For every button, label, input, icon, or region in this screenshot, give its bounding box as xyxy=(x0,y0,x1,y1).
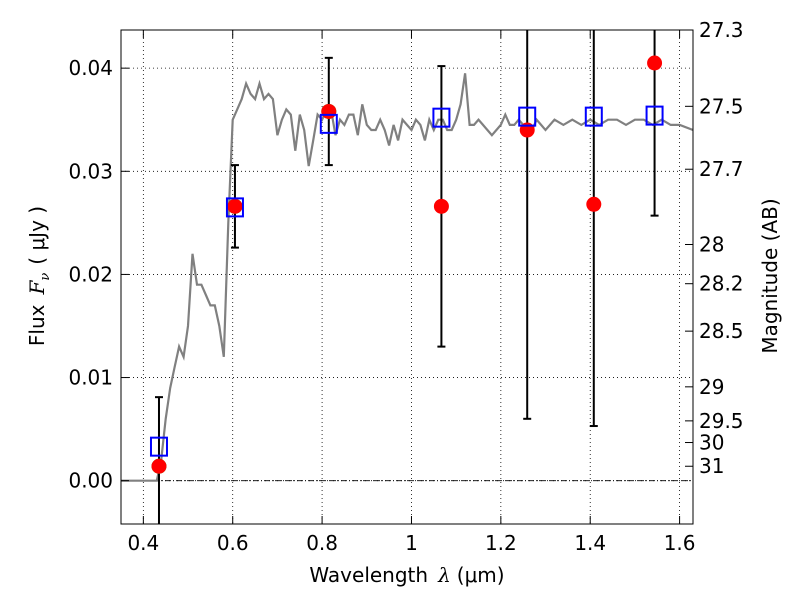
magnitude-tick-label: 30 xyxy=(699,431,724,455)
magnitude-tick-label: 28 xyxy=(699,233,724,257)
x-tick-label: 1.4 xyxy=(574,531,606,555)
y-axis-label: FluxFν( μJy ) xyxy=(25,206,53,346)
plot-frame xyxy=(120,29,694,525)
blue-square-marker xyxy=(319,113,338,134)
x-tick-label: 0.4 xyxy=(127,531,159,555)
y-tick-label: 0.03 xyxy=(68,159,113,183)
blue-square-marker xyxy=(518,106,537,127)
blue-square-marker xyxy=(225,197,244,218)
magnitude-tick-label: 27.3 xyxy=(699,18,744,42)
x-tick-label: 1.2 xyxy=(485,531,517,555)
y-axis-ticks: 0.00 0.01 0.02 0.03 0.04 xyxy=(68,56,129,493)
blue-square-marker xyxy=(149,436,168,457)
x-tick-label: 1.6 xyxy=(664,531,696,555)
plot-area xyxy=(121,30,694,524)
magnitude-tick-label: 28.2 xyxy=(699,272,744,296)
red-data-point xyxy=(227,198,243,214)
blue-square-marker xyxy=(432,107,451,128)
blue-square-marker xyxy=(584,106,603,127)
y-tick-label: 0.01 xyxy=(68,366,113,390)
x-tick-label: 0.8 xyxy=(306,531,338,555)
magnitude-tick-label: 27.7 xyxy=(699,157,744,181)
x-axis-label: Wavelength λ (μm) xyxy=(309,563,504,587)
magnitude-tick-label: 29.5 xyxy=(699,409,744,433)
magnitude-tick-label: 28.5 xyxy=(699,319,744,343)
y-tick-label: 0.00 xyxy=(68,469,113,493)
magnitude-tick-label: 27.5 xyxy=(699,94,744,118)
x-axis-ticks: 0.4 0.6 0.8 1 1.2 1.4 1.6 xyxy=(127,30,696,555)
y-tick-label: 0.02 xyxy=(68,262,113,286)
red-data-point xyxy=(586,196,602,212)
red-data-point xyxy=(151,458,167,474)
magnitude-tick-label: 29 xyxy=(699,375,724,399)
blue-squares xyxy=(149,105,664,457)
red-data-point xyxy=(321,103,337,119)
x-tick-label: 0.6 xyxy=(217,531,249,555)
red-data-point xyxy=(433,198,449,214)
red-data-point xyxy=(647,55,663,71)
magnitude-tick-label: 31 xyxy=(699,454,724,478)
magnitude-axis-label: Magnitude (AB) xyxy=(758,198,782,353)
model-spectrum-line xyxy=(121,73,694,482)
y-tick-label: 0.04 xyxy=(68,56,113,80)
x-tick-label: 1 xyxy=(405,531,418,555)
blue-square-marker xyxy=(645,105,664,126)
